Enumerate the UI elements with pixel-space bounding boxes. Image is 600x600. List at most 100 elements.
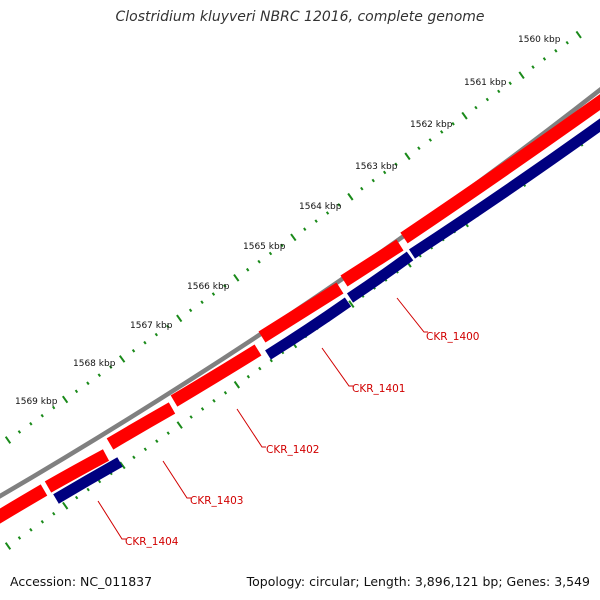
outer-scale-minor-tick bbox=[542, 57, 547, 61]
outer-tick-track bbox=[4, 30, 582, 444]
callout-ckr-1401 bbox=[321, 347, 353, 387]
outer-scale-major-tick bbox=[176, 314, 183, 323]
inner-scale-minor-tick bbox=[52, 511, 56, 516]
inner-scale-minor-tick bbox=[200, 407, 205, 411]
inner-scale-minor-tick bbox=[132, 455, 136, 460]
outer-scale-minor-tick bbox=[51, 405, 56, 410]
outer-scale-minor-tick bbox=[143, 340, 147, 345]
inner-scale-major-tick bbox=[348, 300, 355, 308]
accession-text: Accession: NC_011837 bbox=[10, 574, 153, 589]
callout-ckr-1403 bbox=[162, 460, 191, 499]
reverse-gene-upstream[interactable] bbox=[408, 118, 600, 259]
reverse-gene-1404[interactable] bbox=[53, 457, 123, 504]
reverse-gene-1400[interactable] bbox=[346, 251, 414, 303]
outer-scale-minor-tick bbox=[17, 430, 22, 434]
forward-gene-1401[interactable] bbox=[258, 282, 344, 343]
inner-scale-minor-tick bbox=[155, 439, 159, 443]
map-title: Clostridium kluyveri NBRC 12016, complet… bbox=[115, 9, 485, 25]
callout-ckr-1402 bbox=[236, 408, 266, 448]
inner-scale-minor-tick bbox=[189, 415, 193, 419]
inner-scale-minor-tick bbox=[40, 520, 45, 524]
reverse-gene-1401[interactable] bbox=[265, 297, 352, 360]
outer-scale-minor-tick bbox=[497, 89, 501, 94]
outer-scale-minor-tick bbox=[97, 373, 102, 377]
outer-scale-minor-tick bbox=[154, 332, 159, 337]
outer-scale-minor-tick bbox=[200, 300, 204, 304]
inner-scale-minor-tick bbox=[166, 431, 170, 435]
inner-scale-minor-tick bbox=[74, 495, 79, 500]
inner-scale-minor-tick bbox=[269, 358, 273, 363]
scale-label-1564: 1564 kbp bbox=[299, 202, 342, 212]
outer-scale-minor-tick bbox=[29, 422, 33, 426]
outer-scale-minor-tick bbox=[554, 49, 558, 53]
outer-scale-major-tick bbox=[118, 355, 126, 363]
outer-scale-minor-tick bbox=[86, 381, 90, 386]
inner-scale-minor-tick bbox=[246, 374, 251, 379]
scale-label-1562: 1562 kbp bbox=[410, 120, 453, 130]
inner-scale-minor-tick bbox=[86, 487, 90, 492]
inner-scale-minor-tick bbox=[29, 528, 33, 532]
scale-label-1560: 1560 kbp bbox=[518, 35, 561, 45]
forward-gene-1400b[interactable] bbox=[400, 94, 600, 244]
inner-scale-major-tick bbox=[233, 380, 241, 389]
outer-scale-minor-tick bbox=[474, 105, 478, 110]
scale-label-1566: 1566 kbp bbox=[187, 282, 230, 292]
outer-scale-minor-tick bbox=[74, 389, 79, 394]
forward-gene-1404[interactable] bbox=[0, 484, 48, 524]
inner-scale-major-tick bbox=[119, 461, 126, 470]
outer-scale-minor-tick bbox=[508, 81, 512, 86]
genome-summary-text: Topology: circular; Length: 3,896,121 bp… bbox=[246, 574, 590, 589]
outer-scale-minor-tick bbox=[325, 211, 330, 215]
outer-scale-minor-tick bbox=[439, 130, 444, 134]
outer-scale-minor-tick bbox=[188, 308, 193, 313]
outer-scale-major-tick bbox=[233, 274, 240, 282]
outer-scale-minor-tick bbox=[40, 413, 44, 418]
genome-backbone bbox=[0, 86, 600, 499]
inner-scale-major-tick bbox=[4, 542, 12, 550]
inner-scale-minor-tick bbox=[97, 479, 102, 484]
scale-label-1567: 1567 kbp bbox=[130, 321, 173, 331]
outer-scale-minor-tick bbox=[394, 162, 398, 167]
scale-label-1563: 1563 kbp bbox=[355, 162, 398, 172]
callout-ckr-1400 bbox=[396, 297, 428, 333]
forward-gene-1400a[interactable] bbox=[340, 239, 404, 287]
outer-scale-minor-tick bbox=[565, 40, 569, 45]
forward-gene-1402b[interactable] bbox=[170, 344, 262, 407]
gene-callouts bbox=[97, 297, 428, 540]
scale-label-1561: 1561 kbp bbox=[464, 78, 507, 88]
inner-scale-minor-tick bbox=[212, 399, 216, 403]
outer-scale-minor-tick bbox=[257, 259, 261, 264]
outer-scale-minor-tick bbox=[314, 219, 318, 223]
inner-scale-minor-tick bbox=[258, 366, 262, 371]
outer-scale-minor-tick bbox=[268, 251, 273, 256]
callout-ckr-1404 bbox=[97, 500, 126, 540]
gene-label-ckr-1402: CKR_1402 bbox=[266, 444, 319, 456]
outer-scale-minor-tick bbox=[245, 267, 250, 272]
gene-label-ckr-1401: CKR_1401 bbox=[352, 383, 405, 395]
outer-scale-minor-tick bbox=[531, 65, 535, 69]
outer-scale-minor-tick bbox=[417, 146, 421, 150]
outer-scale-major-tick bbox=[404, 152, 411, 161]
inner-scale-minor-tick bbox=[143, 447, 148, 452]
inner-scale-minor-tick bbox=[223, 391, 228, 395]
inner-scale-major-tick bbox=[62, 501, 69, 510]
outer-scale-minor-tick bbox=[166, 324, 170, 329]
outer-scale-minor-tick bbox=[109, 365, 113, 369]
scale-label-1568: 1568 kbp bbox=[73, 359, 116, 369]
inner-scale-minor-tick bbox=[17, 536, 22, 540]
inner-scale-major-tick bbox=[176, 421, 183, 429]
outer-scale-minor-tick bbox=[131, 349, 136, 353]
outer-scale-major-tick bbox=[61, 395, 69, 404]
outer-scale-major-tick bbox=[4, 436, 12, 444]
outer-scale-minor-tick bbox=[485, 97, 490, 102]
outer-scale-minor-tick bbox=[360, 186, 364, 191]
forward-gene-1402a[interactable] bbox=[106, 402, 176, 450]
outer-scale-major-tick bbox=[290, 233, 297, 242]
forward-gene-1403[interactable] bbox=[44, 449, 110, 493]
outer-scale-minor-tick bbox=[382, 170, 387, 175]
outer-scale-minor-tick bbox=[223, 284, 227, 288]
outer-scale-major-tick bbox=[347, 192, 354, 201]
gene-label-ckr-1403: CKR_1403 bbox=[190, 495, 243, 507]
